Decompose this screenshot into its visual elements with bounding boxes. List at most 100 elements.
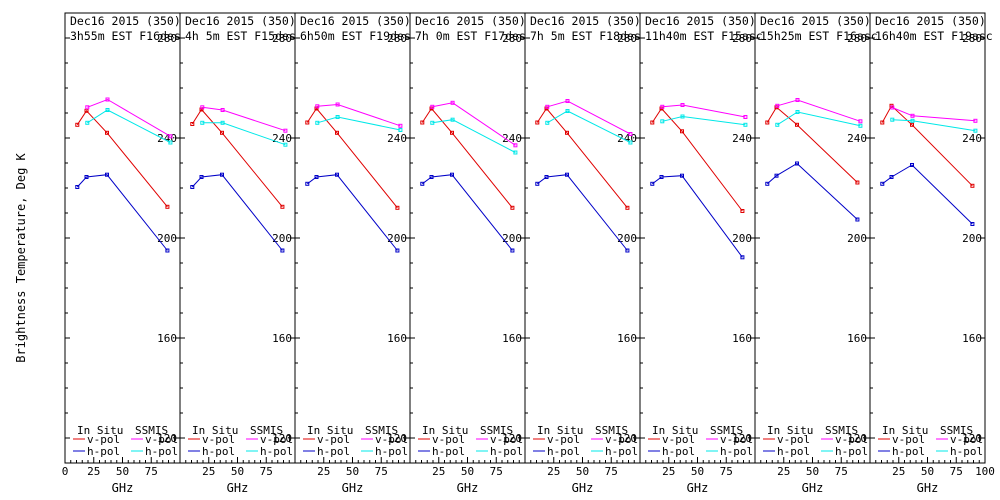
- y-tick-label: 280: [847, 32, 867, 45]
- legend-label-ssmis-hpol: h-pol: [490, 445, 523, 458]
- data-point-ssmis-vpol: [545, 104, 550, 109]
- data-point-insitu-vpol: [565, 130, 569, 135]
- legend-label-ssmis-hpol: h-pol: [260, 445, 293, 458]
- panel-time-label: 7h 5m EST F18des: [530, 29, 641, 43]
- data-point-insitu-vpol: [625, 205, 630, 210]
- panel-2: Dec16 2015 (350)4h 5m EST F15des 120 160 20…: [179, 12, 296, 495]
- legend-insitu-title: In Situ: [767, 424, 813, 437]
- series-line-ssmis-vpol: [432, 102, 516, 146]
- data-point-ssmis-vpol: [513, 143, 518, 148]
- data-point-insitu-hpol: [199, 175, 204, 179]
- x-axis-label: GHz: [917, 481, 939, 495]
- x-axis-label: GHz: [342, 481, 364, 495]
- y-tick-label: 280: [272, 32, 292, 45]
- data-point-insitu-hpol: [105, 172, 109, 177]
- data-point-ssmis-vpol: [315, 104, 320, 109]
- x-tick-label: 25: [432, 465, 445, 478]
- panel-7: Dec16 2015 (350)15h25m EST F16asc 120 160 2…: [754, 12, 878, 495]
- y-tick-label: 280: [502, 32, 522, 45]
- data-point-ssmis-vpol: [85, 105, 90, 110]
- data-point-ssmis-hpol: [973, 128, 978, 133]
- series-line-ssmis-hpol: [547, 110, 631, 143]
- data-point-ssmis-hpol: [513, 150, 518, 155]
- panel-date-label: Dec16 2015 (350): [875, 14, 986, 28]
- legend-insitu-title: In Situ: [652, 424, 698, 437]
- data-point-ssmis-vpol: [743, 115, 748, 119]
- legend-insitu-title: In Situ: [537, 424, 583, 437]
- x-axis-label: GHz: [112, 481, 134, 495]
- data-point-ssmis-vpol: [680, 103, 685, 107]
- series-line-ssmis-vpol: [317, 103, 401, 127]
- data-point-insitu-hpol: [680, 173, 684, 178]
- legend-label-ssmis-vpol: v-pol: [375, 433, 408, 446]
- legend-label-insitu-hpol: h-pol: [892, 445, 925, 458]
- panel-date-label: Dec16 2015 (350): [530, 14, 641, 28]
- legend-label-ssmis-vpol: v-pol: [720, 433, 753, 446]
- panel-time-label: 3h55m EST F16des: [70, 29, 181, 43]
- legend-ssmis-title: SSMIS: [940, 424, 973, 437]
- data-point-insitu-vpol: [740, 209, 745, 213]
- data-point-insitu-hpol: [84, 175, 89, 179]
- data-point-ssmis-hpol: [858, 123, 863, 128]
- x-tick-label: 50: [346, 465, 359, 478]
- data-point-insitu-vpol: [305, 120, 310, 125]
- x-tick-label: 100: [975, 465, 995, 478]
- series-line-ssmis-hpol: [317, 116, 401, 131]
- series-line-insitu-hpol: [882, 164, 973, 225]
- x-tick-label: 75: [720, 465, 733, 478]
- y-tick-label: 120: [157, 432, 177, 445]
- legend-label-insitu-hpol: h-pol: [432, 445, 465, 458]
- data-point-insitu-vpol: [75, 122, 80, 127]
- data-point-insitu-hpol: [774, 173, 779, 178]
- data-point-ssmis-hpol: [220, 120, 225, 125]
- x-tick-label: 75: [375, 465, 388, 478]
- data-point-insitu-hpol: [280, 248, 285, 253]
- x-tick-label: 50: [231, 465, 244, 478]
- data-point-insitu-vpol: [680, 129, 684, 134]
- panel-date-label: Dec16 2015 (350): [70, 14, 181, 28]
- y-tick-label: 120: [502, 432, 522, 445]
- data-point-ssmis-vpol: [890, 105, 895, 110]
- series-line-insitu-vpol: [536, 107, 628, 209]
- data-point-ssmis-hpol: [890, 117, 895, 122]
- legend-ssmis-title: SSMIS: [250, 424, 283, 437]
- legend-label-ssmis-vpol: v-pol: [605, 433, 638, 446]
- legend-label-insitu-hpol: h-pol: [87, 445, 120, 458]
- x-tick-label: 25: [662, 465, 675, 478]
- data-point-insitu-hpol: [395, 248, 400, 253]
- data-point-ssmis-hpol: [660, 119, 665, 124]
- legend-insitu-title: In Situ: [77, 424, 123, 437]
- data-point-ssmis-hpol: [450, 117, 455, 122]
- legend-label-insitu-vpol: v-pol: [202, 433, 235, 446]
- data-point-insitu-hpol: [855, 217, 860, 222]
- legend-label-insitu-vpol: v-pol: [547, 433, 580, 446]
- panel-date-label: Dec16 2015 (350): [645, 14, 756, 28]
- y-tick-label: 200: [387, 232, 407, 245]
- data-point-insitu-hpol: [625, 248, 630, 253]
- legend-label-ssmis-vpol: v-pol: [490, 433, 523, 446]
- panel-6: Dec16 2015 (350)11h40m EST F15asc 120 160 2…: [639, 12, 763, 495]
- y-tick-label: 120: [847, 432, 867, 445]
- series-line-ssmis-hpol: [87, 109, 171, 143]
- legend-label-ssmis-vpol: v-pol: [950, 433, 983, 446]
- series-line-insitu-vpol: [306, 107, 398, 209]
- x-tick-label: 75: [490, 465, 503, 478]
- series-line-insitu-hpol: [766, 162, 858, 220]
- series-line-ssmis-hpol: [662, 115, 746, 126]
- data-point-insitu-vpol: [314, 106, 319, 111]
- data-point-insitu-vpol: [190, 122, 195, 126]
- y-tick-label: 120: [617, 432, 637, 445]
- data-point-ssmis-vpol: [775, 103, 780, 108]
- series-line-ssmis-hpol: [777, 111, 861, 127]
- series-line-insitu-vpol: [651, 107, 743, 212]
- data-point-ssmis-hpol: [168, 140, 173, 145]
- data-point-ssmis-vpol: [398, 123, 403, 128]
- panel-5: Dec16 2015 (350)7h 5m EST F18des 120 160 20…: [524, 12, 641, 495]
- data-point-insitu-hpol: [314, 175, 319, 179]
- x-tick-label: 25: [87, 465, 100, 478]
- legend-label-ssmis-hpol: h-pol: [605, 445, 638, 458]
